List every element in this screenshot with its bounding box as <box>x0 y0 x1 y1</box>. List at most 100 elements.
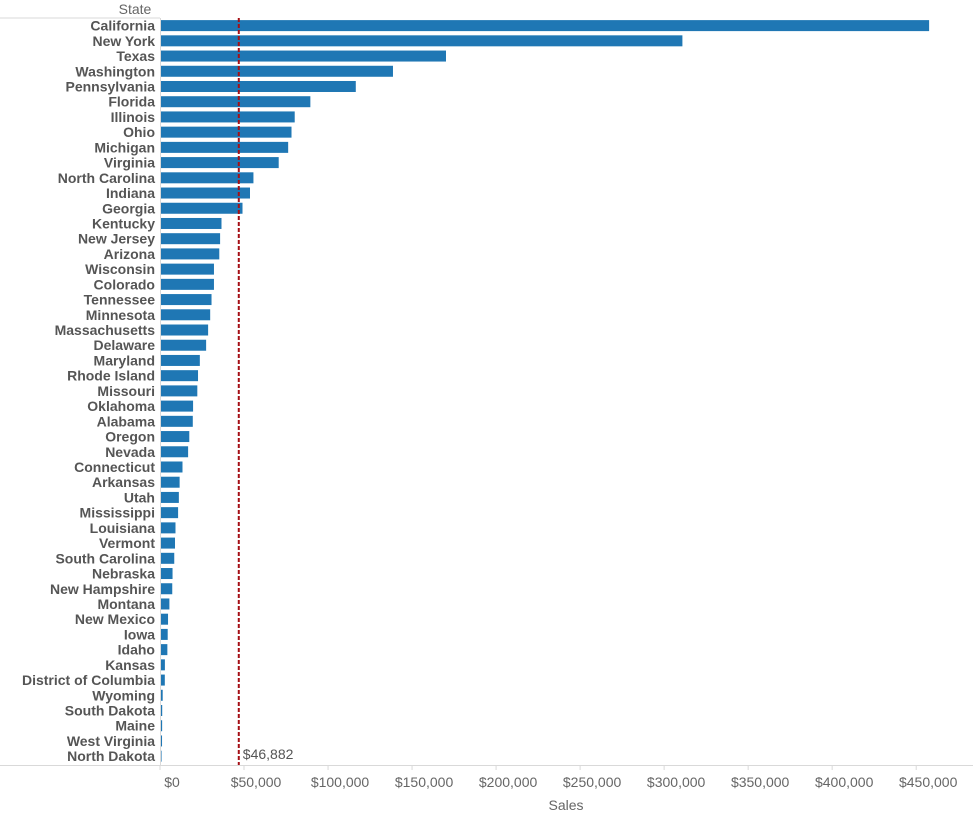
bar-minnesota <box>160 309 211 321</box>
state-label: Iowa <box>124 626 155 642</box>
state-label: Georgia <box>102 200 155 216</box>
state-label: New Hampshire <box>50 581 155 597</box>
bar-oregon <box>160 431 190 443</box>
bar-north-carolina <box>160 172 254 184</box>
state-label: Delaware <box>94 337 156 353</box>
state-label: Colorado <box>94 276 155 292</box>
bar-missouri <box>160 385 198 397</box>
x-tick-label: $450,000 <box>899 774 958 790</box>
state-label: Washington <box>75 63 155 79</box>
state-label: Kentucky <box>92 215 155 231</box>
bar-nevada <box>160 446 189 458</box>
state-label: New York <box>92 33 155 49</box>
bar-district-of-columbia <box>160 674 165 686</box>
bar-maryland <box>160 354 200 366</box>
bar-wisconsin <box>160 263 214 275</box>
bar-west-virginia <box>160 735 163 747</box>
x-tick-label: $400,000 <box>815 774 874 790</box>
bar-illinois <box>160 111 295 123</box>
state-label: South Carolina <box>55 550 155 566</box>
x-tick-label: $200,000 <box>479 774 538 790</box>
bar-kansas <box>160 659 165 671</box>
bar-delaware <box>160 339 207 351</box>
state-label: Ohio <box>123 124 155 140</box>
x-tick-label: $100,000 <box>311 774 370 790</box>
bar-vermont <box>160 537 176 549</box>
bar-maine <box>160 720 163 732</box>
bar-kentucky <box>160 217 222 229</box>
state-label: Indiana <box>106 185 155 201</box>
bar-arizona <box>160 248 220 260</box>
bar-michigan <box>160 141 289 153</box>
bar-washington <box>160 65 393 77</box>
state-label: Connecticut <box>74 459 155 475</box>
state-label: Mississippi <box>80 505 155 521</box>
x-tick-label: $0 <box>164 774 180 790</box>
state-label: Missouri <box>97 383 155 399</box>
bar-new-york <box>160 35 683 47</box>
bar-south-dakota <box>160 705 163 717</box>
state-label: Oklahoma <box>87 398 155 414</box>
state-label: Minnesota <box>86 307 155 323</box>
bar-iowa <box>160 628 168 640</box>
state-label: California <box>90 18 155 34</box>
bar-louisiana <box>160 522 176 534</box>
bar-idaho <box>160 644 168 656</box>
state-label: Arizona <box>104 246 156 262</box>
bar-georgia <box>160 202 243 214</box>
bar-tennessee <box>160 294 212 306</box>
state-label: Pennsylvania <box>66 78 156 94</box>
state-label: Wyoming <box>92 687 155 703</box>
x-axis-title: Sales <box>548 797 583 813</box>
state-label: Michigan <box>94 139 155 155</box>
bar-california <box>160 20 930 32</box>
bar-virginia <box>160 157 279 169</box>
bars-layer <box>160 20 930 762</box>
state-label: Florida <box>108 94 155 110</box>
state-label: Tennessee <box>84 292 156 308</box>
bar-nebraska <box>160 568 173 580</box>
bar-massachusetts <box>160 324 209 336</box>
bar-indiana <box>160 187 250 199</box>
state-label: Nevada <box>105 444 155 460</box>
state-label: District of Columbia <box>22 672 155 688</box>
state-label: Massachusetts <box>55 322 156 338</box>
bar-connecticut <box>160 461 183 473</box>
state-label: Montana <box>97 596 155 612</box>
bar-south-carolina <box>160 552 175 564</box>
bar-montana <box>160 598 170 610</box>
state-label: New Mexico <box>75 611 155 627</box>
bar-mississippi <box>160 507 179 519</box>
bar-texas <box>160 50 446 62</box>
state-label: Maryland <box>94 352 155 368</box>
bar-new-jersey <box>160 233 221 245</box>
state-label: Nebraska <box>92 566 155 582</box>
bar-arkansas <box>160 476 180 488</box>
state-label: South Dakota <box>65 703 155 719</box>
state-label: Arkansas <box>92 474 155 490</box>
state-label: Illinois <box>111 109 156 125</box>
state-label: North Carolina <box>58 170 155 186</box>
reference-line-layer: $46,882 <box>237 18 294 765</box>
x-tick-label: $300,000 <box>647 774 706 790</box>
bar-colorado <box>160 278 214 290</box>
state-label: North Dakota <box>67 748 155 764</box>
state-label: Texas <box>116 48 155 64</box>
bar-florida <box>160 96 311 108</box>
state-label: Oregon <box>105 429 155 445</box>
bar-new-mexico <box>160 613 169 625</box>
bar-wyoming <box>160 689 163 701</box>
x-tick-label: $250,000 <box>563 774 622 790</box>
bar-utah <box>160 491 179 503</box>
state-label: Virginia <box>104 155 155 171</box>
bar-pennsylvania <box>160 80 356 92</box>
state-label: Louisiana <box>90 520 156 536</box>
state-label: Wisconsin <box>85 261 155 277</box>
state-label: Rhode Island <box>67 368 155 384</box>
x-axis: $0 $50,000 $100,000 $150,000 $200,000 $250,00… <box>0 17 973 790</box>
state-label: Utah <box>124 489 155 505</box>
bar-alabama <box>160 415 193 427</box>
bar-oklahoma <box>160 400 194 412</box>
